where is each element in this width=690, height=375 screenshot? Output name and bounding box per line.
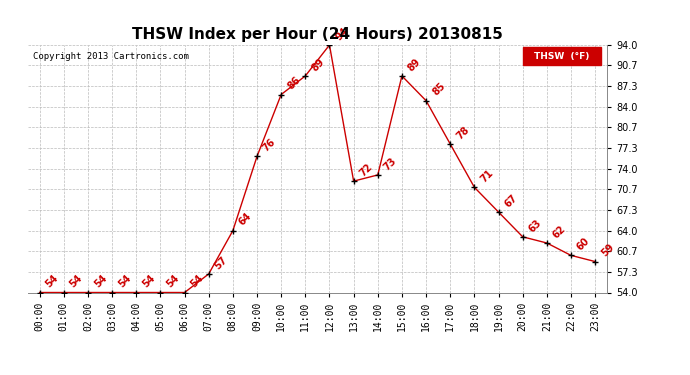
Text: 89: 89 [406,57,423,73]
Text: 54: 54 [165,273,181,290]
Text: 64: 64 [237,211,254,228]
Text: 94: 94 [334,26,351,42]
Text: 89: 89 [310,57,326,73]
Text: 54: 54 [141,273,157,290]
Title: THSW Index per Hour (24 Hours) 20130815: THSW Index per Hour (24 Hours) 20130815 [132,27,503,42]
Text: 67: 67 [503,193,520,209]
Text: 85: 85 [431,81,447,98]
Text: 73: 73 [382,156,399,172]
Text: THSW  (°F): THSW (°F) [534,52,590,61]
Text: 54: 54 [117,273,133,290]
Text: 63: 63 [527,217,544,234]
Text: 57: 57 [213,255,230,271]
Text: 60: 60 [575,236,592,253]
Text: 71: 71 [479,168,495,184]
Text: 78: 78 [455,124,471,141]
Text: 76: 76 [262,137,278,154]
Text: 54: 54 [44,273,61,290]
Text: 59: 59 [600,242,616,259]
FancyBboxPatch shape [523,48,602,65]
Text: 72: 72 [358,162,375,178]
Text: 54: 54 [92,273,109,290]
Text: 86: 86 [286,75,302,92]
Text: Copyright 2013 Cartronics.com: Copyright 2013 Cartronics.com [33,53,189,62]
Text: 54: 54 [189,273,206,290]
Text: 54: 54 [68,273,85,290]
Text: 62: 62 [551,224,568,240]
